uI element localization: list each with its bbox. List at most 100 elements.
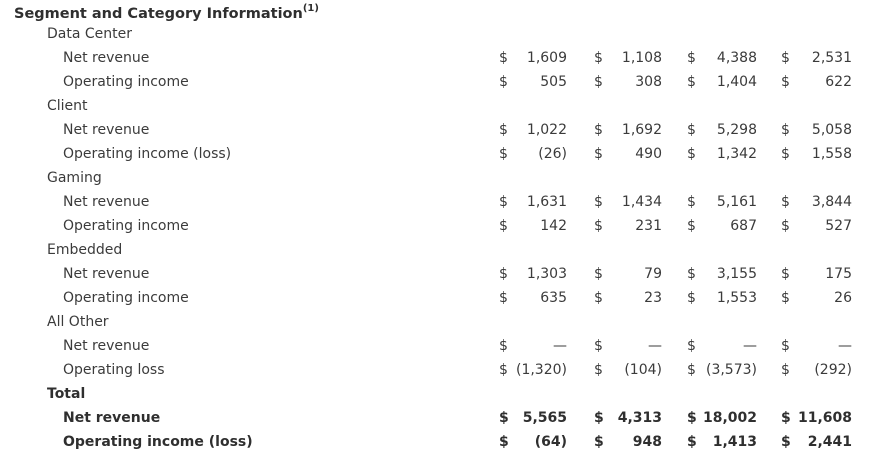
cell-value: 1,558 xyxy=(811,146,852,162)
segment-header: All Other xyxy=(0,310,892,334)
currency-symbol: $ xyxy=(499,410,509,426)
currency-symbol: $ xyxy=(594,290,603,306)
cell-value: 2,441 xyxy=(807,434,852,450)
cell-value: 5,161 xyxy=(716,194,757,210)
currency-symbol: $ xyxy=(687,434,697,450)
segment-name: Embedded xyxy=(47,242,123,258)
table-row: Operating income (loss) $ (26) $490 $1,342 $1… xyxy=(0,142,892,166)
currency-symbol: $ xyxy=(594,266,603,282)
currency-symbol: $ xyxy=(687,122,696,138)
currency-symbol: $ xyxy=(499,122,508,138)
cell-value: 3,844 xyxy=(811,194,852,210)
currency-symbol: $ xyxy=(781,266,790,282)
currency-symbol: $ xyxy=(781,122,790,138)
currency-symbol: $ xyxy=(781,194,790,210)
currency-symbol: $ xyxy=(499,290,508,306)
cell-value: 4,388 xyxy=(716,50,757,66)
table-row: Operating income (loss) $ (64) $948 $1,413 $2… xyxy=(0,430,892,454)
currency-symbol: $ xyxy=(687,410,697,426)
segment-header: Client xyxy=(0,94,892,118)
table-row: Operating income $505 $308 $1,404 $622 xyxy=(0,70,892,94)
table-row: Operating loss $ (1,320) $ (104) $ (3,573) $ (29… xyxy=(0,358,892,382)
cell-value: 622 xyxy=(825,74,852,90)
currency-symbol: $ xyxy=(499,218,508,234)
cell-value: — xyxy=(648,338,662,354)
cell-value: 308 xyxy=(635,74,662,90)
currency-symbol: $ xyxy=(687,338,696,354)
row-label: Net revenue xyxy=(63,338,150,354)
table-row: Operating income $635 $23 $1,553 $26 xyxy=(0,286,892,310)
row-label: Net revenue xyxy=(63,122,150,138)
currency-symbol: $ xyxy=(687,74,696,90)
cell-value: 79 xyxy=(644,266,662,282)
currency-symbol: $ xyxy=(594,362,603,378)
currency-symbol: $ xyxy=(687,194,696,210)
cell-value: 11,608 xyxy=(797,410,852,426)
currency-symbol: $ xyxy=(687,362,696,378)
currency-symbol: $ xyxy=(594,122,603,138)
segment-header: Gaming xyxy=(0,166,892,190)
currency-symbol: $ xyxy=(781,434,791,450)
currency-symbol: $ xyxy=(781,290,790,306)
currency-symbol: $ xyxy=(687,50,696,66)
currency-symbol: $ xyxy=(594,434,604,450)
row-label: Operating income xyxy=(63,290,189,306)
cell-value: — xyxy=(743,338,757,354)
cell-value: — xyxy=(838,338,852,354)
row-label: Operating income (loss) xyxy=(63,146,232,162)
currency-symbol: $ xyxy=(499,266,508,282)
cell-value: 1,631 xyxy=(526,194,567,210)
cell-value: 1,609 xyxy=(526,50,567,66)
currency-symbol: $ xyxy=(594,194,603,210)
cell-value: 527 xyxy=(825,218,852,234)
cell-value: 231 xyxy=(635,218,662,234)
cell-value: — xyxy=(553,338,567,354)
row-label: Net revenue xyxy=(63,266,150,282)
table-row: Net revenue $1,022 $1,692 $5,298 $5,058 xyxy=(0,118,892,142)
cell-value: 1,413 xyxy=(712,434,757,450)
currency-symbol: $ xyxy=(594,410,604,426)
table-row: Net revenue $1,609 $1,108 $4,388 $2,531 xyxy=(0,46,892,70)
cell-value: (26) xyxy=(538,146,567,162)
currency-symbol: $ xyxy=(687,218,696,234)
currency-symbol: $ xyxy=(594,146,603,162)
currency-symbol: $ xyxy=(499,434,509,450)
table-title: Segment and Category Information(1) xyxy=(14,3,319,22)
cell-value: 18,002 xyxy=(702,410,757,426)
currency-symbol: $ xyxy=(781,218,790,234)
currency-symbol: $ xyxy=(499,50,508,66)
cell-value: 1,434 xyxy=(621,194,662,210)
cell-value: 505 xyxy=(540,74,567,90)
row-label: Net revenue xyxy=(63,410,161,426)
currency-symbol: $ xyxy=(687,266,696,282)
row-label: Net revenue xyxy=(63,50,150,66)
table-row: Net revenue $1,631 $1,434 $5,161 $3,844 xyxy=(0,190,892,214)
currency-symbol: $ xyxy=(499,74,508,90)
currency-symbol: $ xyxy=(499,146,508,162)
cell-value: 142 xyxy=(540,218,567,234)
cell-value: 948 xyxy=(632,434,662,450)
cell-value: 490 xyxy=(635,146,662,162)
row-label: Operating loss xyxy=(63,362,165,378)
currency-symbol: $ xyxy=(781,74,790,90)
row-label: Operating income (loss) xyxy=(63,434,253,450)
cell-value: 1,342 xyxy=(716,146,757,162)
currency-symbol: $ xyxy=(781,50,790,66)
currency-symbol: $ xyxy=(781,362,790,378)
currency-symbol: $ xyxy=(499,338,508,354)
cell-value: 635 xyxy=(540,290,567,306)
cell-value: 2,531 xyxy=(811,50,852,66)
segment-name: Data Center xyxy=(47,26,132,42)
segment-name: Total xyxy=(47,386,86,402)
currency-symbol: $ xyxy=(594,338,603,354)
cell-value: 5,298 xyxy=(716,122,757,138)
table-row: Operating income $142 $231 $687 $527 xyxy=(0,214,892,238)
table-row: Net revenue $5,565 $4,313 $18,002 $11,608 xyxy=(0,406,892,430)
segment-header: Data Center xyxy=(0,22,892,46)
cell-value: 4,313 xyxy=(617,410,662,426)
total-header: Total xyxy=(0,382,892,406)
cell-value: 1,404 xyxy=(716,74,757,90)
currency-symbol: $ xyxy=(781,146,790,162)
footnote-marker: (1) xyxy=(302,3,319,14)
cell-value: 5,565 xyxy=(522,410,567,426)
